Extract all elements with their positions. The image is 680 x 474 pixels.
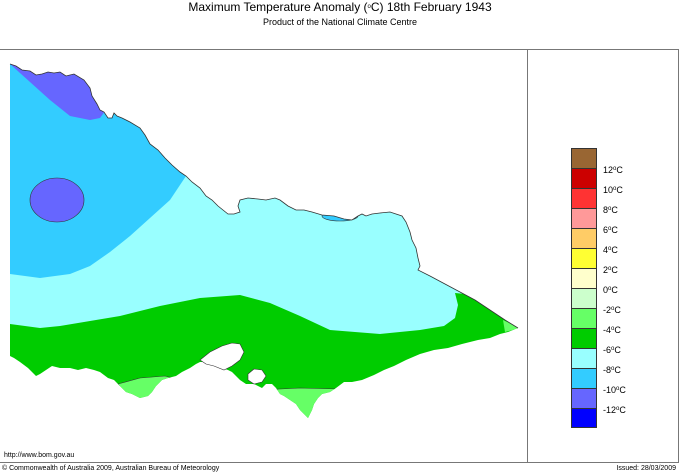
bom-url-link[interactable]: http://www.bom.gov.au (4, 452, 75, 459)
legend-swatch (571, 388, 597, 408)
legend-label: -8oC (603, 365, 621, 375)
legend-label: 4oC (603, 245, 618, 255)
legend-label: 2oC (603, 265, 618, 275)
legend-swatch (571, 168, 597, 188)
map-title: Maximum Temperature Anomaly (oC) 18th Fe… (0, 0, 680, 14)
title-date: C) 18th February 1943 (370, 0, 492, 14)
legend-swatch (571, 348, 597, 368)
legend-swatch (571, 408, 597, 428)
legend-swatch (571, 368, 597, 388)
legend-label: 0oC (603, 285, 618, 295)
legend-label: 12oC (603, 165, 623, 175)
copyright-text: © Commonwealth of Australia 2009, Austra… (2, 465, 220, 472)
frame-divider (527, 49, 528, 463)
legend-swatch (571, 268, 597, 288)
legend-swatch (571, 208, 597, 228)
legend-swatch (571, 308, 597, 328)
legend-label: 10oC (603, 185, 623, 195)
map-frame (0, 49, 679, 463)
legend-swatch (571, 188, 597, 208)
victoria-anomaly-map (9, 63, 519, 418)
legend-label: -12oC (603, 405, 626, 415)
legend-label: 8oC (603, 205, 618, 215)
legend-swatch (571, 148, 597, 168)
legend-label: 6oC (603, 225, 618, 235)
legend-swatch (571, 248, 597, 268)
legend (571, 148, 597, 428)
legend-label: -4oC (603, 325, 621, 335)
legend-label: -6oC (603, 345, 621, 355)
legend-swatch (571, 228, 597, 248)
title-text: Maximum Temperature Anomaly ( (188, 0, 368, 14)
map-subtitle: Product of the National Climate Centre (262, 17, 418, 27)
legend-label: -2oC (603, 305, 621, 315)
issued-date: Issued: 28/03/2009 (616, 465, 676, 472)
degree-symbol: o (367, 4, 371, 10)
legend-swatch (571, 288, 597, 308)
legend-swatch (571, 328, 597, 348)
legend-label: -10oC (603, 385, 626, 395)
